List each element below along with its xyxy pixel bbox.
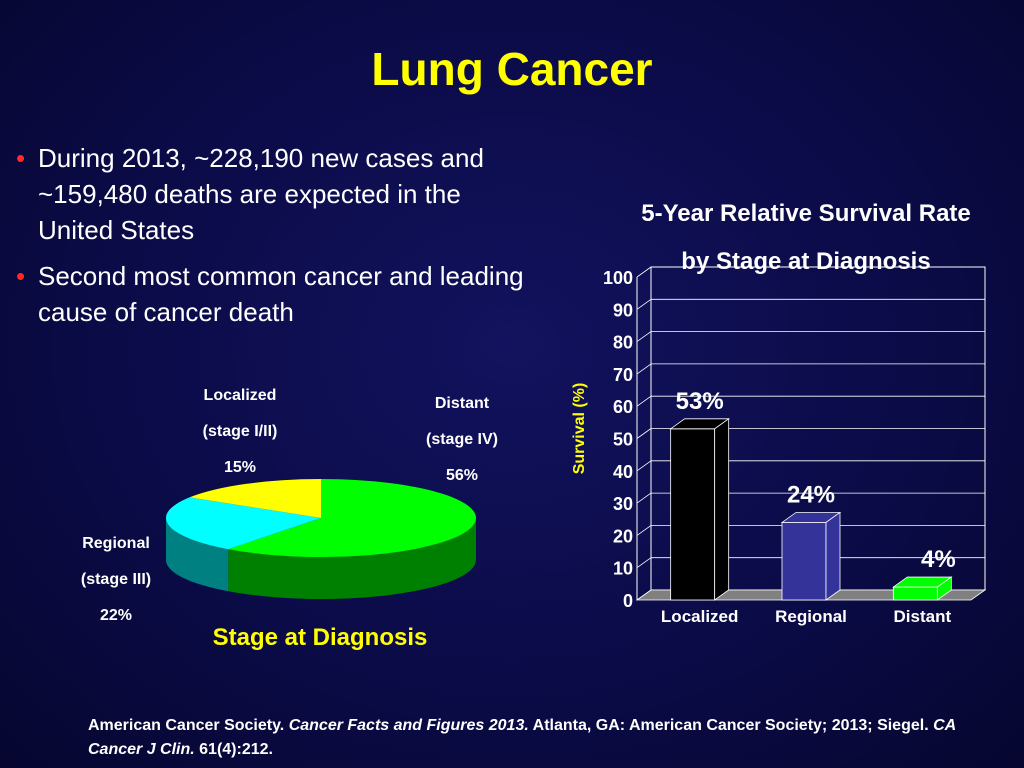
pie-label-localized: Localized (stage I/II) 15% <box>180 378 300 486</box>
citation-part: American Cancer Society. <box>88 717 289 734</box>
pie-slice <box>228 479 477 557</box>
pie-slice-side <box>228 518 477 599</box>
citation-part: Atlanta, GA: American Cancer Society; 20… <box>528 717 934 734</box>
bullet-text: Second most common cancer and leading ca… <box>38 261 524 327</box>
y-tick-label: 80 <box>613 333 633 353</box>
y-tick-label: 20 <box>613 526 633 546</box>
y-tick-label: 70 <box>613 365 633 385</box>
pie-label-name: Regional <box>82 535 150 552</box>
y-axis-label: Survival (%) <box>571 383 588 475</box>
grid-line-side <box>636 557 652 569</box>
x-tick-label: Distant <box>894 607 952 626</box>
bar-chart-title-line2: by Stage at Diagnosis <box>681 248 931 275</box>
pie-label-value: 56% <box>445 467 479 484</box>
pie-chart-title: Stage at Diagnosis <box>212 624 428 651</box>
bar-chart-title-line1: 5-Year Relative Survival Rate <box>641 200 971 227</box>
pie-label-stage: (stage IV) <box>425 431 498 448</box>
bullet-item: • During 2013, ~228,190 new cases and ~1… <box>14 140 534 248</box>
pie-label-value: 22% <box>99 607 133 624</box>
y-tick-label: 0 <box>623 591 633 611</box>
grid-line-side <box>636 395 652 407</box>
grid-line-side <box>636 492 652 504</box>
citation-italic: CA Cancer J Clin. <box>88 717 956 758</box>
bullet-item: • Second most common cancer and leading … <box>14 258 534 330</box>
pie-label-distant: Distant (stage IV) 56% <box>402 386 522 494</box>
pie-chart: Localized (stage I/II) 15% Distant (stag… <box>50 370 540 660</box>
bar-chart-svg: 0 10 20 30 40 50 60 70 80 90 100 Survival (%) 53% Loc… <box>571 266 987 626</box>
grid-line-side <box>636 525 652 536</box>
y-tick-label: 90 <box>613 300 633 320</box>
grid-line-side <box>636 266 652 278</box>
bar-side <box>825 511 841 601</box>
y-tick-label: 50 <box>613 430 633 450</box>
pie-slice <box>189 479 321 518</box>
pie-slice <box>166 497 321 550</box>
y-tick-label: 10 <box>613 559 633 579</box>
y-tick-label: 30 <box>613 494 633 514</box>
citation-italic: Cancer Facts and Figures 2013. <box>288 717 529 734</box>
bar <box>670 428 716 601</box>
pie-chart-svg <box>166 479 477 599</box>
citation: American Cancer Society. Cancer Facts an… <box>88 714 968 762</box>
grid-line-side <box>636 460 652 472</box>
pie-label-stage: (stage I/II) <box>202 423 278 440</box>
bar-side <box>714 418 730 601</box>
y-tick-label: 100 <box>603 268 633 288</box>
pie-label-regional: Regional (stage III) 22% <box>56 526 176 634</box>
grid-line-side <box>636 428 652 439</box>
bar-value-label: 24% <box>787 481 835 508</box>
slide-title: Lung Cancer <box>371 43 653 95</box>
grid-line-side <box>636 331 652 342</box>
pie-label-name: Distant <box>434 395 490 412</box>
bullet-list: • During 2013, ~228,190 new cases and ~1… <box>14 140 534 340</box>
bullet-text: During 2013, ~228,190 new cases and ~159… <box>38 143 484 245</box>
bullet-marker-icon: • <box>16 261 26 291</box>
x-tick-label: Localized <box>661 607 738 626</box>
bar-side <box>936 576 952 601</box>
bullet-marker-icon: • <box>16 143 26 173</box>
bar-chart-title: 5-Year Relative Survival Rate by Stage a… <box>596 190 1016 286</box>
y-tick-label: 60 <box>613 397 633 417</box>
pie-label-stage: (stage III) <box>80 571 152 588</box>
citation-part: 61(4):212. <box>194 741 273 758</box>
pie-slice-side <box>166 518 229 592</box>
x-tick-label: Regional <box>775 607 847 626</box>
pie-label-value: 15% <box>223 459 257 476</box>
bar <box>892 586 938 601</box>
grid-line-side <box>636 363 652 375</box>
bar <box>781 522 827 601</box>
pie-label-name: Localized <box>203 387 277 404</box>
bar-value-label: 4% <box>921 546 956 573</box>
bar-value-label: 53% <box>676 388 724 415</box>
grid-line-side <box>636 298 652 310</box>
y-tick-label: 40 <box>613 462 633 482</box>
